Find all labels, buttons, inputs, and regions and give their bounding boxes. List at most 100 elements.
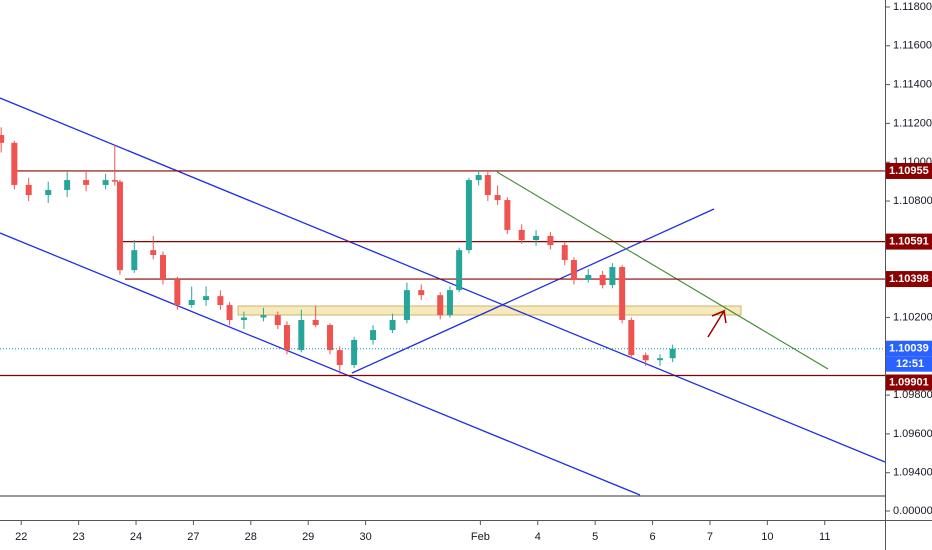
- candle-body: [111, 180, 118, 182]
- x-tick-label: 7: [707, 531, 713, 543]
- candle-body: [561, 245, 568, 261]
- candle-body: [504, 200, 511, 230]
- y-tick-label: 1.09400: [893, 467, 932, 479]
- candle-body: [619, 267, 626, 320]
- y-tick-label: 1.09800: [893, 389, 932, 401]
- candle-body: [159, 254, 166, 281]
- plot: [0, 127, 885, 377]
- price-tag: 1.09901: [886, 374, 932, 391]
- candle-body: [116, 181, 123, 271]
- candle-body: [351, 339, 358, 366]
- price-tag-box: [886, 233, 932, 250]
- candle-body: [188, 300, 195, 306]
- candle-body: [11, 142, 18, 185]
- candle-body: [518, 229, 525, 241]
- candle-body: [336, 350, 343, 366]
- candle-body: [585, 274, 592, 281]
- price-tag: 1.10591: [886, 233, 932, 250]
- candle-body: [226, 305, 233, 320]
- y-tick-label: 0.00000: [893, 505, 932, 517]
- candle-body: [298, 319, 305, 351]
- y-tick-label: 1.09600: [893, 428, 932, 440]
- candle-body: [456, 250, 463, 291]
- candle-body: [312, 319, 319, 326]
- trend-line: [496, 171, 829, 370]
- candle-body: [403, 290, 410, 320]
- countdown-box: [886, 356, 932, 372]
- candle-body: [446, 290, 453, 316]
- channel-upper: [0, 97, 886, 463]
- x-tick-label: 27: [187, 531, 199, 543]
- candle-body: [102, 180, 109, 185]
- price-tag-label: 1.10591: [889, 236, 929, 248]
- price-tag-label: 1.09901: [889, 376, 929, 388]
- candle-body: [260, 315, 267, 318]
- axes: 1.118001.116001.114001.112001.110001.108…: [15, 1, 932, 543]
- candle-body: [609, 267, 616, 286]
- candle-body: [174, 280, 181, 306]
- candle-body: [547, 235, 554, 246]
- candle-body: [83, 180, 90, 185]
- y-tick-label: 1.11800: [893, 1, 932, 13]
- price-tag: 1.10039: [886, 340, 932, 357]
- candle-body: [494, 195, 501, 201]
- countdown-label: 12:51: [896, 358, 924, 370]
- x-tick-label: 29: [302, 531, 314, 543]
- x-tick-label: Feb: [471, 531, 490, 543]
- candle-body: [240, 317, 247, 320]
- candle-body: [64, 180, 71, 190]
- candle-body: [465, 180, 472, 251]
- x-tick-label: 10: [761, 531, 773, 543]
- x-tick-label: 23: [73, 531, 85, 543]
- candle-body: [475, 175, 482, 181]
- x-tick-label: 6: [649, 531, 655, 543]
- x-tick-label: 4: [535, 531, 541, 543]
- candle-body: [327, 325, 334, 351]
- candle-body: [150, 250, 157, 255]
- x-tick-label: 28: [245, 531, 257, 543]
- x-tick-label: 30: [359, 531, 371, 543]
- price-tag-label: 1.10039: [889, 343, 929, 355]
- candle-body: [642, 355, 649, 361]
- x-tick-label: 22: [15, 531, 27, 543]
- price-tag-label: 1.10398: [889, 273, 929, 285]
- candle-body: [283, 325, 290, 351]
- y-tick-label: 1.11400: [893, 79, 932, 91]
- candle-body: [570, 260, 577, 281]
- candle-body: [418, 290, 425, 296]
- candle-body: [628, 319, 635, 356]
- countdown-tag: 12:51: [886, 356, 932, 372]
- y-tick-label: 1.11600: [893, 40, 932, 52]
- candle-body: [657, 358, 664, 361]
- price-tag: 1.10955: [886, 162, 932, 179]
- candle-body: [0, 135, 5, 143]
- y-tick-label: 1.10800: [893, 195, 932, 207]
- candle-body: [533, 235, 540, 241]
- candle-body: [274, 315, 281, 326]
- candle-body: [25, 184, 32, 196]
- candle-body: [217, 296, 224, 306]
- x-tick-label: 24: [130, 531, 142, 543]
- candle-body: [669, 348, 676, 359]
- candle-body: [131, 250, 138, 271]
- candle-body: [484, 175, 491, 196]
- y-tick-label: 1.11200: [893, 117, 932, 129]
- price-tag-box: [886, 340, 932, 357]
- x-tick-label: 5: [592, 531, 598, 543]
- price-tag-label: 1.10955: [889, 165, 929, 177]
- price-tag-box: [886, 271, 932, 288]
- arrow: [707, 309, 727, 338]
- candle-body: [599, 274, 606, 286]
- candle-body: [437, 295, 444, 316]
- candle-body: [45, 189, 52, 196]
- candle-body: [203, 296, 210, 301]
- x-tick-label: 11: [819, 531, 830, 543]
- trend-line: [351, 208, 715, 374]
- channel-lower: [0, 232, 641, 496]
- price-tag-box: [886, 374, 932, 391]
- price-tag-box: [886, 162, 932, 179]
- price-tag: 1.10398: [886, 271, 932, 288]
- candle-body: [370, 330, 377, 340]
